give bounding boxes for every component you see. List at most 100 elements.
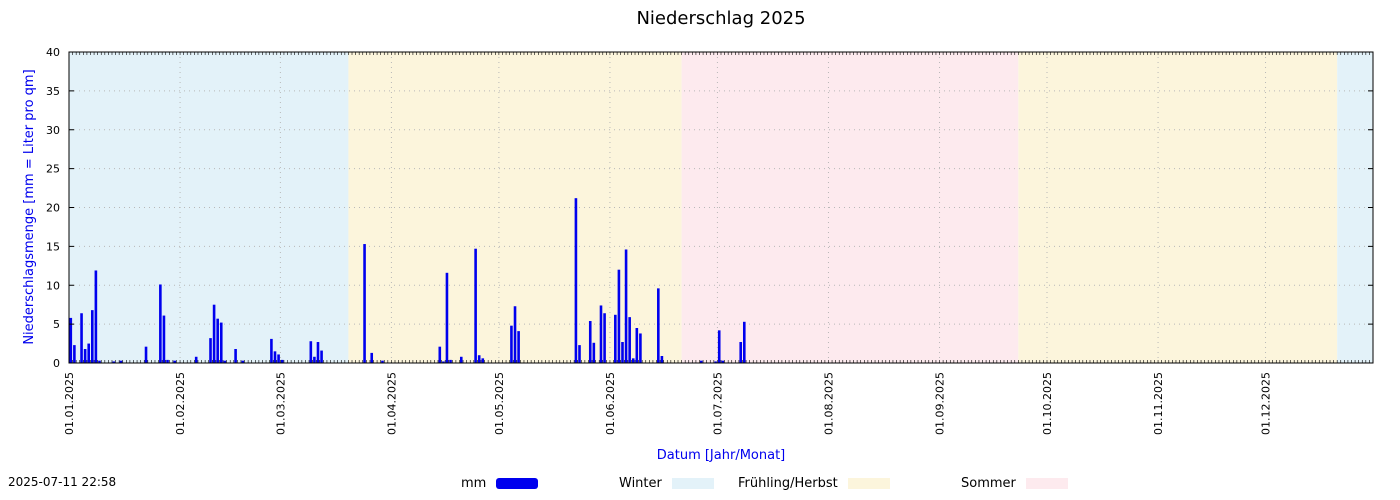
season-bands	[69, 52, 1373, 363]
bar	[216, 318, 219, 363]
legend-label: Sommer	[961, 476, 1016, 491]
bar	[449, 359, 452, 363]
bar	[742, 321, 746, 363]
bar	[628, 317, 631, 363]
y-tick-label: 35	[46, 85, 60, 98]
y-tick-label: 15	[46, 240, 60, 253]
bar	[445, 272, 449, 363]
bar	[739, 342, 743, 363]
x-axis-label: Datum [Jahr/Monat]	[657, 448, 786, 463]
legend-swatch	[1025, 478, 1068, 489]
y-tick-label: 0	[53, 357, 60, 370]
x-tick-label: 01.11.2025	[1152, 372, 1165, 435]
bar	[316, 342, 320, 363]
bar	[510, 325, 513, 363]
bar	[83, 349, 87, 363]
bar	[320, 350, 323, 363]
bar	[459, 356, 463, 363]
y-tick-label: 20	[46, 202, 60, 215]
bar	[588, 321, 592, 363]
legend-item-mm: mm	[461, 476, 539, 491]
bar	[438, 346, 442, 363]
bar	[273, 351, 277, 363]
bar	[714, 361, 717, 363]
legend-swatch	[496, 478, 539, 489]
x-tick-label: 01.12.2025	[1260, 372, 1273, 435]
x-tick-label: 01.05.2025	[493, 372, 506, 435]
bar	[234, 349, 237, 363]
bar	[277, 354, 280, 363]
legend-item-winter: Winter	[619, 476, 714, 491]
bar	[592, 342, 596, 363]
bar	[657, 288, 660, 363]
x-tick-label: 01.08.2025	[822, 372, 835, 435]
x-tick-label: 01.03.2025	[274, 372, 287, 435]
plot-frame	[68, 51, 1374, 364]
x-tick-label: 01.06.2025	[604, 372, 617, 435]
bar	[631, 358, 635, 363]
bar	[119, 360, 123, 363]
y-tick-label: 5	[53, 318, 60, 331]
bar	[660, 356, 664, 363]
bar	[578, 345, 581, 363]
bar	[574, 198, 578, 363]
bar	[474, 248, 477, 363]
bar	[209, 338, 212, 363]
x-tick-label: 01.07.2025	[711, 372, 724, 435]
bar	[477, 355, 481, 363]
bar	[90, 310, 94, 363]
bar	[481, 358, 485, 363]
bar	[112, 361, 116, 363]
bar	[69, 317, 73, 363]
legend-item-spring-autumn: Frühling/Herbst	[738, 476, 890, 491]
bar	[166, 359, 169, 363]
y-tick-label: 10	[46, 279, 60, 292]
bar	[313, 356, 316, 363]
bar	[144, 346, 148, 363]
season-band	[69, 52, 349, 363]
season-band	[1337, 52, 1373, 363]
legend-swatch	[847, 478, 890, 489]
bar	[370, 352, 374, 363]
bar	[614, 314, 617, 363]
bar	[599, 305, 603, 363]
y-axis-label: Niederschlagsmenge [mm = Liter pro qm]	[22, 69, 37, 344]
bar	[98, 360, 101, 363]
x-tick-label: 01.04.2025	[385, 372, 398, 435]
legend-label: Winter	[619, 476, 662, 491]
bar	[162, 315, 166, 363]
x-tick-label: 01.10.2025	[1041, 372, 1054, 435]
bar	[219, 322, 223, 363]
bar	[241, 360, 245, 363]
x-tick-label: 01.09.2025	[934, 372, 947, 435]
y-tick-label: 30	[46, 124, 60, 137]
precipitation-chart: 0 5 10 15 20 25 30 35 40 01.01.2025 01.02.2025 01.0…	[22, 46, 1374, 463]
legend-swatch	[671, 478, 714, 489]
tick-labels: 0 5 10 15 20 25 30 35 40 01.01.2025 01.02.2025 01.0…	[46, 46, 1273, 435]
bar	[212, 304, 216, 363]
legend-label: mm	[461, 476, 487, 491]
bar	[73, 345, 76, 363]
bar	[517, 331, 520, 363]
timestamp: 2025-07-11 22:58	[8, 475, 117, 489]
bar	[603, 313, 606, 363]
legend-item-summer: Sommer	[961, 476, 1068, 491]
bar	[442, 361, 445, 363]
bar	[381, 360, 384, 363]
axes	[68, 51, 1374, 364]
bars	[69, 198, 746, 363]
bar	[223, 360, 227, 363]
x-tick-label: 01.02.2025	[174, 372, 187, 435]
bar	[513, 306, 517, 363]
bar	[173, 360, 176, 363]
x-tick-label: 01.01.2025	[63, 372, 76, 435]
bar	[617, 269, 621, 363]
bar	[280, 359, 284, 363]
bar	[194, 356, 198, 363]
bar	[87, 343, 91, 363]
chart-title: Niederschlag 2025	[636, 8, 806, 29]
bar	[639, 333, 642, 363]
y-tick-label: 25	[46, 163, 60, 176]
bar	[700, 360, 703, 363]
bar	[309, 341, 313, 363]
